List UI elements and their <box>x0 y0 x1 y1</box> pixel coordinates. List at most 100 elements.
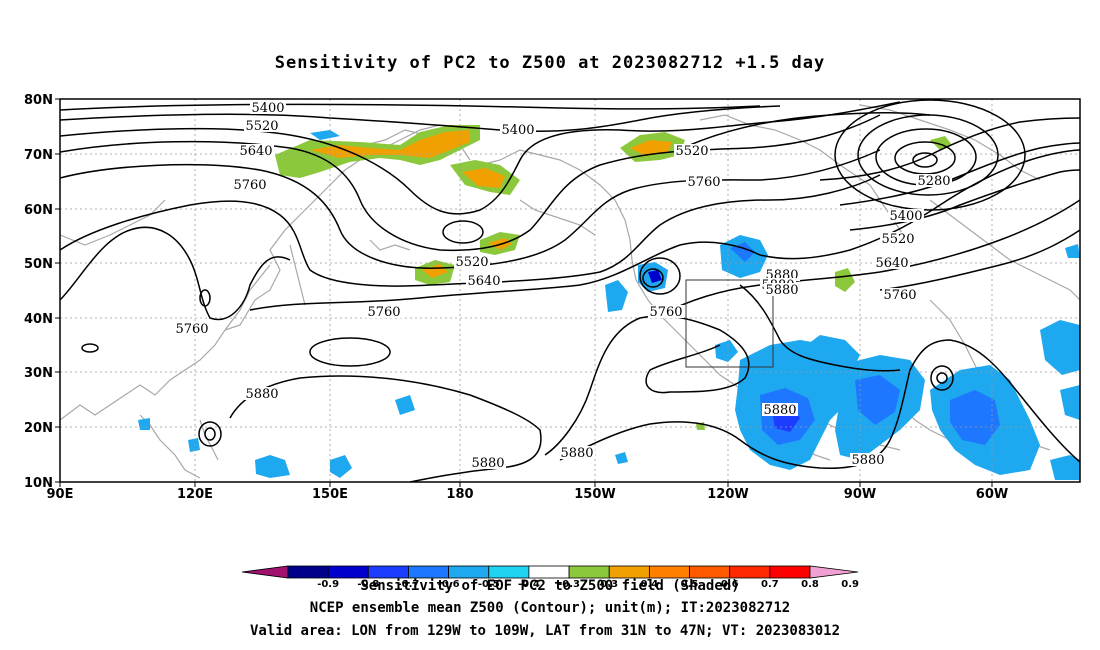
map-panel: 5400 5520 5640 5760 5400 5520 5760 5520 5640 5760… <box>59 98 1081 483</box>
x-axis-ticks: 90E 120E 150E 180 150W 120W 90W 60W <box>47 482 1008 502</box>
contour-label-bg <box>648 305 684 318</box>
colorbar-swatch <box>528 565 570 579</box>
negative-region <box>1050 455 1080 480</box>
contour-label: 5280 <box>917 174 950 189</box>
contour-line <box>879 229 1080 291</box>
negative-region <box>1060 385 1080 420</box>
y-tick-label: 10N <box>24 476 53 491</box>
contour-label: 5760 <box>175 322 208 337</box>
colorbar-label: -0.5 <box>478 579 500 590</box>
contour-label-bg <box>470 456 506 469</box>
x-tick-label: 120W <box>707 487 748 502</box>
contour-line <box>659 199 1080 316</box>
x-tick-label: 150W <box>574 487 615 502</box>
negative-region <box>310 130 340 140</box>
contour-high-ring <box>309 337 391 367</box>
contour-line <box>689 112 931 146</box>
contour-high-ring <box>198 421 222 447</box>
contour-line <box>60 105 781 132</box>
colorbar-label: -0.3 <box>558 579 580 590</box>
positive-region <box>462 168 505 188</box>
contour-label: 5760 <box>687 175 720 190</box>
colorbar-swatch <box>769 565 811 579</box>
y-tick-label: 60N <box>24 203 53 218</box>
contour-label-bg <box>850 453 886 466</box>
contour-line <box>60 226 291 321</box>
z500-contours <box>60 99 1080 482</box>
contour-label-bg <box>250 101 286 114</box>
contour-label: 5520 <box>455 255 488 270</box>
x-tick-label: 150E <box>312 487 348 502</box>
contour-label: 5400 <box>889 209 922 224</box>
contour-low-ring <box>639 257 681 295</box>
y-tick-label: 50N <box>24 257 53 272</box>
contour-label-bg <box>244 387 280 400</box>
colorbar-swatch <box>448 565 490 579</box>
negative-region <box>1040 320 1080 375</box>
contour-label-bg <box>559 446 595 459</box>
contour-label-bg <box>880 232 916 245</box>
colorbar-swatch <box>568 565 610 579</box>
negative-region <box>730 242 755 262</box>
contour-label-bg <box>686 175 722 188</box>
contour-label-bg <box>762 403 798 416</box>
contour-labels: 5400 5520 5640 5760 5400 5520 5760 5520 5640 5760… <box>174 101 952 471</box>
contour-label-bg <box>888 209 924 222</box>
contour-line <box>60 114 881 252</box>
negative-region <box>648 270 662 283</box>
contour-line <box>839 142 1080 206</box>
y-tick-label: 30N <box>24 366 53 381</box>
contour-label: 5760 <box>233 178 266 193</box>
contour-label-bg <box>874 256 910 269</box>
footer-line-2: NCEP ensemble mean Z500 (Contour); unit(… <box>310 600 790 616</box>
colorbar-label: 0.6 <box>721 579 739 590</box>
negative-region <box>855 375 900 425</box>
negative-region <box>950 390 1000 445</box>
colorbar-swatch <box>689 565 731 579</box>
contour-line <box>60 174 881 287</box>
colorbar: -0.9 -0.8 -0.7 -0.6 -0.5 -0.4 -0.3 0.3 0.4 0.5 0.6… <box>241 565 859 590</box>
negative-region <box>605 280 628 312</box>
negative-region <box>1065 244 1080 258</box>
contour-label: 5760 <box>649 305 682 320</box>
contour-line <box>60 101 901 215</box>
contour-label-bg <box>244 119 280 132</box>
positive-region <box>310 130 470 158</box>
contour-label: 5640 <box>467 274 500 289</box>
contour-line <box>60 149 881 269</box>
contour-label-bg <box>500 123 536 136</box>
contour-label: 5880 <box>471 456 504 471</box>
x-tick-label: 60W <box>976 487 1008 502</box>
colorbar-swatch <box>729 565 771 579</box>
colorbar-swatch <box>608 565 650 579</box>
colorbar-label: 0.5 <box>681 579 699 590</box>
colorbar-swatch <box>327 565 369 579</box>
x-tick-label: 90W <box>844 487 876 502</box>
contour-label-bg <box>174 322 210 335</box>
contour-high-ring <box>204 427 216 441</box>
y-tick-label: 70N <box>24 148 53 163</box>
y-tick-label: 40N <box>24 312 53 327</box>
colorbar-swatch <box>488 565 530 579</box>
colorbar-label: 0.4 <box>641 579 659 590</box>
colorbar-swatch <box>287 565 329 579</box>
y-tick-label: 80N <box>24 93 53 108</box>
negative-region <box>330 455 352 478</box>
footer-line-1: Sensitivity of EOF PC2 to Z500 field (Sh… <box>360 578 739 594</box>
contour-label: 5520 <box>675 144 708 159</box>
colorbar-label: 0.8 <box>801 579 819 590</box>
negative-region <box>255 455 290 478</box>
positive-region <box>835 268 855 292</box>
contour-line <box>544 315 750 456</box>
contour-high-ring <box>930 365 954 391</box>
contour-label-bg <box>454 255 490 268</box>
colorbar-label: -0.9 <box>317 579 339 590</box>
negative-region <box>715 340 738 362</box>
contour-label-bg <box>238 144 274 157</box>
contour-line <box>559 339 1080 469</box>
contour-label: 5400 <box>501 123 534 138</box>
contour-label-bg <box>882 288 918 301</box>
map-title: Sensitivity of PC2 to Z500 at 2023082712… <box>275 53 826 73</box>
contour-label: 5760 <box>367 305 400 320</box>
colorbar-label: -0.6 <box>438 579 460 590</box>
